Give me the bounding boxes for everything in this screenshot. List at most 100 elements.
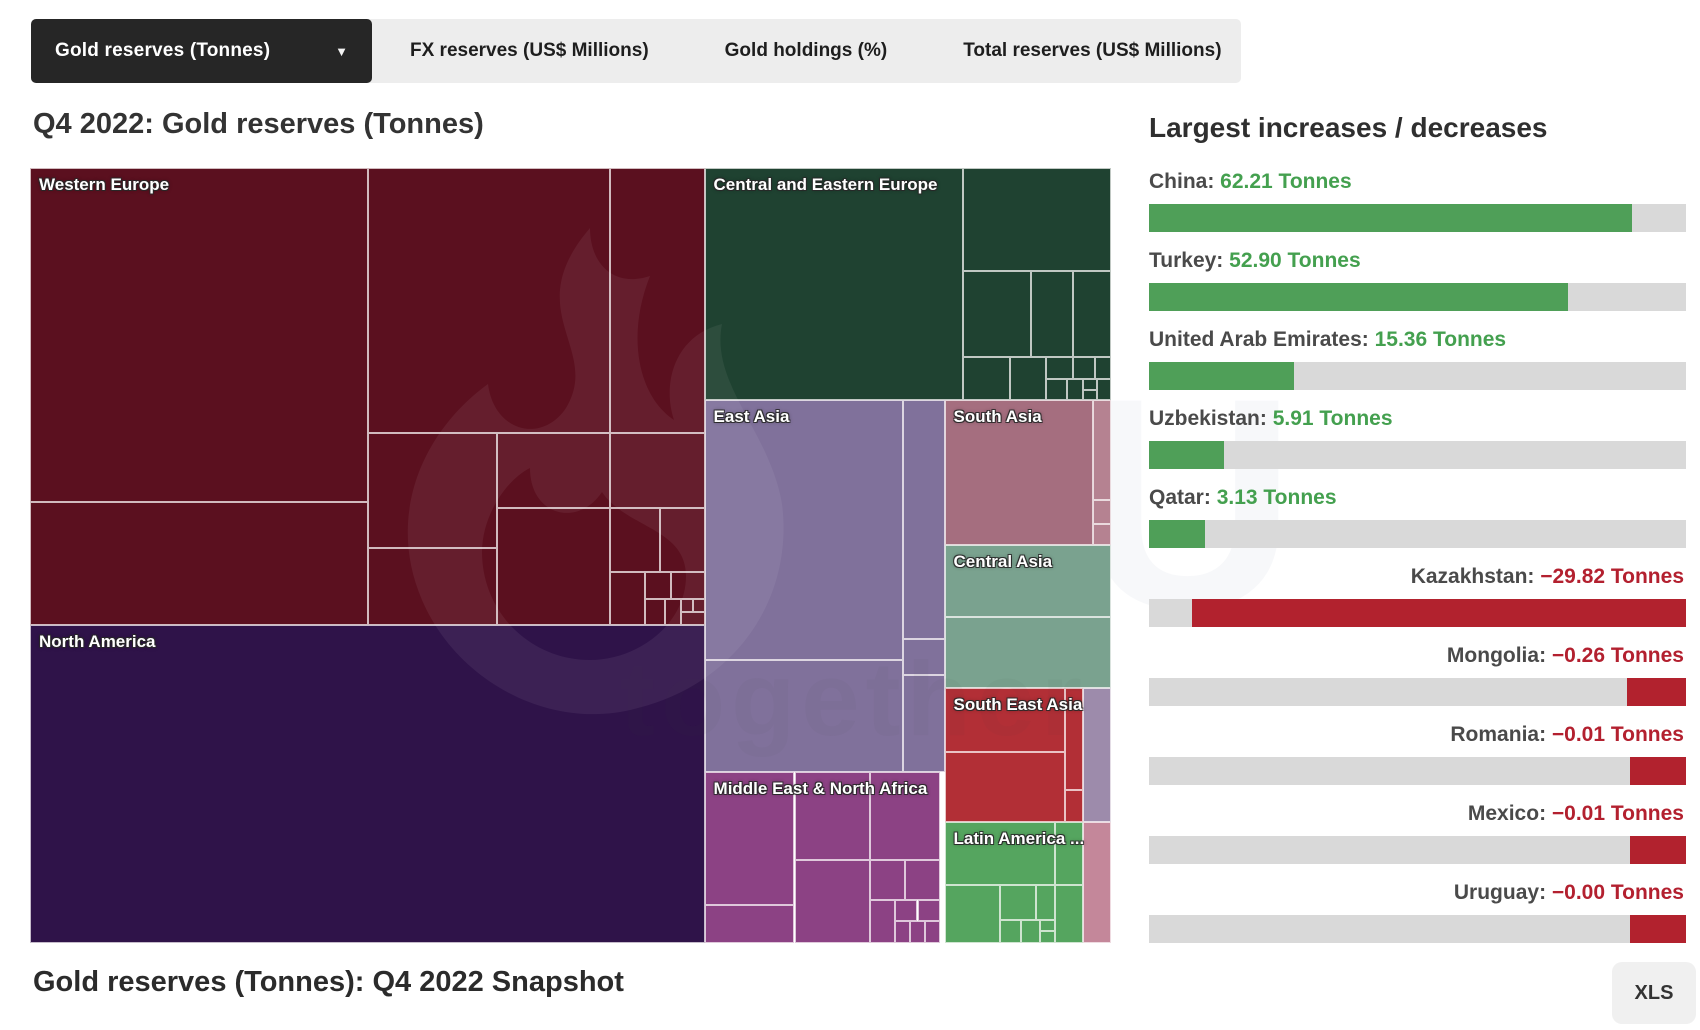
treemap-cell[interactable]	[869, 900, 895, 943]
treemap-cell[interactable]	[1082, 688, 1111, 823]
treemap-cell[interactable]	[1039, 931, 1055, 943]
treemap-cell[interactable]	[1054, 884, 1083, 943]
increase-decrease-panel: China: 62.21 Tonnes Turkey: 52.90 Tonnes U…	[1149, 160, 1686, 950]
treemap-region-south-asia[interactable]: South Asia	[944, 399, 1093, 545]
treemap-cell[interactable]	[944, 616, 1111, 689]
country-name: China:	[1149, 170, 1221, 193]
change-bar-fill	[1149, 204, 1633, 232]
treemap-cell[interactable]	[944, 884, 1000, 943]
treemap-cell[interactable]	[962, 271, 1031, 358]
treemap-cell[interactable]	[917, 900, 941, 922]
treemap-cell[interactable]	[1092, 500, 1111, 524]
treemap-cell[interactable]	[680, 612, 705, 626]
treemap-cell[interactable]	[894, 921, 910, 943]
treemap-region-label: East Asia	[713, 406, 790, 426]
treemap-cell[interactable]	[903, 674, 945, 772]
treemap-cell[interactable]	[1092, 523, 1111, 545]
treemap-cell[interactable]	[1021, 919, 1040, 943]
treemap-region-middle-east-north-africa[interactable]: Middle East & North Africa	[704, 771, 927, 906]
treemap-cell[interactable]	[645, 598, 665, 626]
tab-total-reserves[interactable]: Total reserves (US$ Millions)	[963, 40, 1222, 61]
treemap-cell[interactable]	[610, 508, 661, 572]
treemap: Western Europe North America Central and E…	[30, 168, 1111, 943]
treemap-region-north-america[interactable]: North America	[30, 625, 705, 943]
treemap-cell[interactable]	[944, 752, 1065, 823]
change-row-romania: Romania: −0.01 Tonnes	[1149, 713, 1686, 792]
treemap-cell[interactable]	[692, 598, 705, 613]
change-label: Turkey: 52.90 Tonnes	[1149, 249, 1361, 273]
change-value: −0.01 Tonnes	[1551, 802, 1684, 825]
change-value: −0.01 Tonnes	[1551, 723, 1684, 746]
treemap-cell[interactable]	[869, 860, 905, 901]
treemap-cell[interactable]	[1094, 357, 1111, 379]
treemap-cell[interactable]	[903, 639, 945, 675]
country-name: Qatar:	[1149, 486, 1217, 509]
treemap-cell[interactable]	[1082, 389, 1097, 400]
treemap-region-label: Western Europe	[39, 175, 170, 194]
chevron-down-icon: ▼	[335, 43, 348, 59]
treemap-cell[interactable]	[496, 433, 611, 509]
treemap-cell[interactable]	[1066, 378, 1083, 400]
change-value: 52.90 Tonnes	[1229, 249, 1361, 272]
treemap-region-label: North America	[39, 632, 156, 652]
treemap-cell[interactable]	[925, 921, 941, 943]
treemap-cell[interactable]	[962, 357, 1011, 400]
treemap-cell[interactable]	[1073, 357, 1095, 379]
treemap-cell[interactable]	[795, 860, 870, 943]
change-bar-fill	[1629, 836, 1686, 864]
treemap-cell[interactable]	[368, 168, 611, 434]
treemap-cell[interactable]	[704, 660, 904, 772]
treemap-cell[interactable]	[1031, 271, 1074, 358]
treemap-cell[interactable]	[1064, 790, 1083, 823]
treemap-cell[interactable]	[894, 900, 918, 922]
treemap-cell[interactable]	[903, 399, 945, 640]
treemap-cell[interactable]	[496, 508, 611, 626]
treemap-cell[interactable]	[645, 571, 672, 599]
treemap-region-south-east-asia[interactable]: South East Asia	[944, 688, 1082, 753]
change-row-mexico: Mexico: −0.01 Tonnes	[1149, 792, 1686, 871]
treemap-region-central-and-eastern-europe[interactable]: Central and Eastern Europe	[704, 168, 963, 400]
treemap-cell[interactable]	[869, 771, 941, 861]
treemap-cell[interactable]	[1039, 919, 1055, 932]
treemap-region-east-asia[interactable]: East Asia	[704, 399, 904, 661]
treemap-cell[interactable]	[909, 921, 926, 943]
treemap-cell[interactable]	[704, 905, 795, 943]
treemap-cell[interactable]	[999, 884, 1037, 920]
treemap-cell[interactable]	[671, 571, 705, 599]
country-name: Uzbekistan:	[1149, 407, 1273, 430]
treemap-region-latin-america[interactable]: Latin America ...	[944, 822, 1084, 885]
treemap-cell[interactable]	[1010, 357, 1047, 400]
treemap-cell[interactable]	[962, 168, 1111, 272]
treemap-cell[interactable]	[368, 433, 497, 548]
treemap-cell[interactable]	[660, 508, 705, 572]
treemap-cell[interactable]	[610, 433, 705, 509]
treemap-cell[interactable]	[1046, 378, 1067, 400]
treemap-cell[interactable]	[1036, 884, 1055, 920]
treemap-cell[interactable]	[904, 860, 941, 901]
treemap-cell[interactable]	[30, 502, 369, 626]
treemap-cell[interactable]	[1073, 271, 1111, 358]
change-bar-fill	[1626, 678, 1686, 706]
change-value: 15.36 Tonnes	[1374, 328, 1507, 351]
treemap-cell[interactable]	[1046, 357, 1074, 379]
treemap-cell[interactable]	[1082, 378, 1097, 390]
treemap-cell[interactable]	[1064, 688, 1083, 791]
treemap-cell[interactable]	[368, 547, 497, 626]
tab-gold-holdings[interactable]: Gold holdings (%)	[724, 40, 888, 61]
treemap-region-central-asia[interactable]: Central Asia	[944, 544, 1111, 617]
treemap-cell[interactable]	[1092, 399, 1111, 501]
metric-dropdown[interactable]: Gold reserves (Tonnes) ▼	[31, 19, 372, 83]
treemap-cell[interactable]	[999, 919, 1022, 943]
treemap-cell[interactable]	[664, 598, 681, 626]
treemap-region-western-europe[interactable]: Western Europe	[30, 168, 369, 503]
treemap-cell[interactable]	[680, 598, 693, 613]
treemap-cell[interactable]	[610, 571, 646, 626]
treemap-cell[interactable]	[795, 771, 870, 861]
treemap-cell[interactable]	[610, 168, 705, 434]
treemap-cell[interactable]	[1054, 822, 1083, 885]
treemap-cell[interactable]	[1082, 822, 1111, 943]
xls-export-button[interactable]: XLS	[1612, 962, 1696, 1024]
tab-fx-reserves[interactable]: FX reserves (US$ Millions)	[410, 40, 649, 61]
treemap-cell[interactable]	[1096, 378, 1111, 400]
